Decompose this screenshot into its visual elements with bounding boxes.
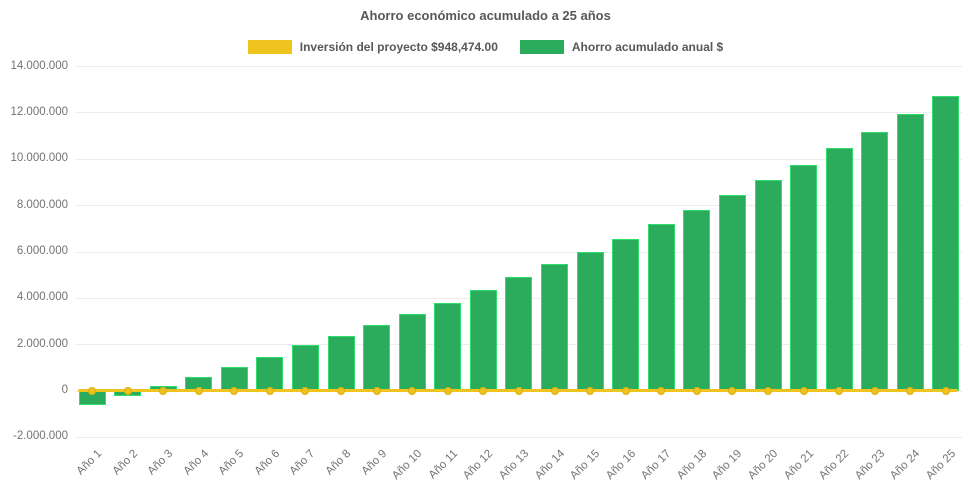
legend-label-savings: Ahorro acumulado anual $ <box>571 40 724 54</box>
savings-swatch-icon <box>519 40 564 54</box>
savings-bar[interactable] <box>363 324 391 391</box>
investment-marker[interactable] <box>764 386 773 395</box>
investment-marker[interactable] <box>88 386 96 395</box>
gridline <box>75 66 962 68</box>
investment-marker[interactable] <box>728 386 737 395</box>
investment-marker[interactable] <box>870 386 879 395</box>
investment-marker[interactable] <box>301 386 310 395</box>
investment-marker[interactable] <box>835 386 844 395</box>
y-axis-label: 14.000.000 <box>10 59 68 72</box>
savings-bar[interactable] <box>825 148 853 391</box>
savings-bar[interactable] <box>896 113 924 391</box>
savings-bar[interactable] <box>469 289 497 391</box>
gridline <box>75 436 962 438</box>
y-axis-label: 4.000.000 <box>16 291 68 304</box>
investment-marker[interactable] <box>906 386 915 395</box>
savings-bar[interactable] <box>327 336 355 391</box>
investment-marker[interactable] <box>372 386 381 395</box>
savings-bar[interactable] <box>790 164 818 391</box>
legend-item-savings[interactable]: Ahorro acumulado anual $ <box>519 40 724 54</box>
investment-marker[interactable] <box>692 386 701 395</box>
investment-marker[interactable] <box>194 386 203 395</box>
savings-bar[interactable] <box>291 345 319 391</box>
investment-marker[interactable] <box>799 386 808 395</box>
legend-item-investment[interactable]: Inversión del proyecto $948,474.00 <box>247 40 498 54</box>
savings-bar[interactable] <box>754 179 782 391</box>
gridline <box>75 205 962 207</box>
y-axis-label: 2.000.000 <box>16 337 68 350</box>
investment-marker[interactable] <box>621 386 630 395</box>
y-axis-label: 6.000.000 <box>16 245 68 257</box>
investment-marker[interactable] <box>586 386 595 395</box>
x-axis-label: Año 1 <box>74 447 105 478</box>
investment-marker[interactable] <box>514 386 523 395</box>
investment-marker[interactable] <box>230 386 239 395</box>
savings-bar[interactable] <box>576 251 604 391</box>
gridline <box>75 251 962 253</box>
y-axis-label: 12.000.000 <box>10 105 68 118</box>
savings-bar[interactable] <box>612 238 640 391</box>
investment-marker[interactable] <box>657 386 666 395</box>
investment-marker[interactable] <box>337 386 346 395</box>
chart-title: Ahorro económico acumulado a 25 años <box>360 8 611 23</box>
savings-bar[interactable] <box>861 132 889 391</box>
savings-bar[interactable] <box>647 223 675 391</box>
legend-label-investment: Inversión del proyecto $948,474.00 <box>299 40 498 54</box>
gridline <box>75 112 962 114</box>
investment-marker[interactable] <box>265 386 274 395</box>
investment-marker[interactable] <box>550 386 559 395</box>
savings-bar[interactable] <box>434 302 462 391</box>
legend: Inversión del proyecto $948,474.00 Ahorr… <box>0 40 971 54</box>
y-axis-label: -2.000.000 <box>13 430 68 443</box>
savings-bar[interactable] <box>398 314 426 391</box>
savings-bar[interactable] <box>505 277 533 391</box>
investment-marker[interactable] <box>443 386 452 395</box>
investment-marker[interactable] <box>123 386 132 395</box>
investment-marker[interactable] <box>408 386 417 395</box>
investment-marker[interactable] <box>159 386 168 395</box>
y-axis-label: 8.000.000 <box>16 198 68 211</box>
investment-marker[interactable] <box>941 386 950 395</box>
savings-bar[interactable] <box>256 356 284 391</box>
investment-swatch-icon <box>247 40 292 54</box>
savings-bar[interactable] <box>932 96 960 391</box>
savings-bar[interactable] <box>718 194 746 391</box>
gridline <box>75 158 962 160</box>
savings-bar[interactable] <box>541 264 569 391</box>
savings-bar[interactable] <box>683 209 711 391</box>
y-axis-label: 0 <box>61 384 68 397</box>
investment-marker[interactable] <box>479 386 488 395</box>
y-axis-label: 10.000.000 <box>10 152 68 165</box>
